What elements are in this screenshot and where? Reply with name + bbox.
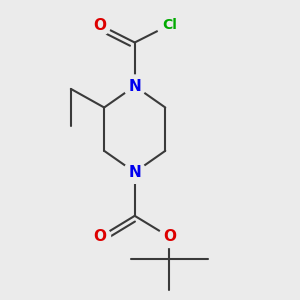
Circle shape xyxy=(157,13,182,38)
Circle shape xyxy=(159,226,180,248)
Text: O: O xyxy=(163,230,176,244)
Text: N: N xyxy=(128,165,141,180)
Text: O: O xyxy=(94,230,106,244)
Text: Cl: Cl xyxy=(162,18,177,32)
Circle shape xyxy=(124,161,146,183)
Circle shape xyxy=(89,226,111,248)
Circle shape xyxy=(124,75,146,97)
Text: O: O xyxy=(94,17,106,32)
Circle shape xyxy=(89,14,111,36)
Text: N: N xyxy=(128,79,141,94)
